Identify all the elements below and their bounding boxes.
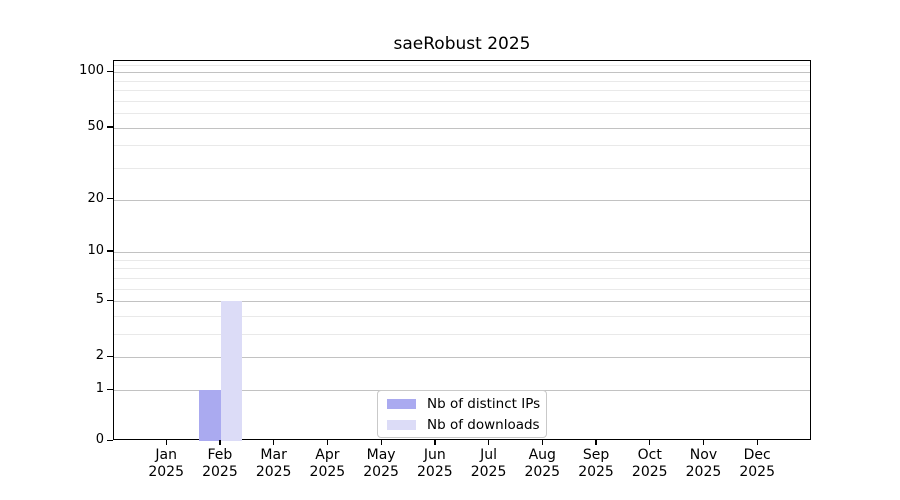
x-tick-mark: [756, 440, 758, 445]
y-tick-mark: [107, 198, 113, 200]
legend-swatch-distinct-ips: [387, 398, 416, 409]
x-tick-label: Aug 2025: [524, 447, 561, 480]
y-tick-label: 0: [95, 432, 104, 447]
gridline-major: [114, 357, 810, 359]
x-tick-label: Dec 2025: [739, 447, 775, 480]
x-tick-mark: [165, 440, 167, 445]
x-tick-mark: [219, 440, 221, 445]
chart-title: saeRobust 2025: [393, 34, 531, 54]
x-tick-label: May 2025: [363, 447, 399, 480]
x-tick-mark: [380, 440, 382, 445]
x-tick-label: Sep 2025: [578, 447, 614, 480]
gridline-minor: [114, 145, 810, 147]
gridline-minor: [114, 259, 810, 261]
x-tick-label: Apr 2025: [309, 447, 346, 480]
legend-swatch-downloads: [387, 419, 416, 430]
gridline-major: [114, 127, 810, 129]
gridline-minor: [114, 315, 810, 317]
y-tick-mark: [107, 355, 113, 357]
y-tick-mark: [107, 299, 113, 301]
gridline-minor: [114, 168, 810, 170]
gridline-minor: [114, 288, 810, 290]
y-tick-mark: [107, 439, 113, 441]
legend-label-distinct-ips: Nb of distinct IPs: [427, 395, 541, 412]
gridline-major: [114, 301, 810, 303]
x-tick-mark: [273, 440, 275, 445]
x-tick-label: Jun 2025: [417, 447, 453, 480]
y-tick-label: 5: [95, 292, 104, 308]
legend-label-downloads: Nb of downloads: [427, 416, 540, 433]
x-tick-label: Oct 2025: [631, 447, 668, 480]
y-tick-mark: [107, 388, 113, 390]
x-tick-mark: [649, 440, 651, 445]
gridline-major: [114, 251, 810, 253]
y-tick-label: 1: [95, 381, 104, 396]
y-tick-label: 2: [95, 348, 104, 364]
x-tick-label: Mar 2025: [255, 447, 292, 480]
legend-item-downloads: Nb of downloads: [387, 416, 540, 433]
legend: Nb of distinct IPs Nb of downloads: [377, 390, 547, 438]
y-tick-mark: [107, 70, 113, 73]
gridline-minor: [114, 101, 810, 103]
gridline-major: [114, 72, 810, 74]
x-tick-label: Jan 2025: [148, 447, 184, 480]
x-tick-mark: [434, 440, 436, 445]
y-tick-label: 10: [87, 242, 104, 258]
y-tick-label: 100: [79, 63, 104, 79]
x-tick-mark: [702, 440, 705, 445]
y-tick-label: 50: [87, 118, 104, 134]
gridline-minor: [114, 90, 810, 92]
y-tick-label: 20: [87, 190, 104, 206]
gridline-minor: [114, 64, 810, 66]
gridline-minor: [114, 113, 810, 115]
gridline-major: [114, 199, 810, 201]
y-tick-mark: [107, 126, 113, 128]
plot-area: [113, 60, 811, 441]
x-tick-label: Nov 2025: [685, 447, 722, 480]
gridline-minor: [114, 333, 810, 335]
legend-item-distinct-ips: Nb of distinct IPs: [387, 395, 541, 412]
gridline-minor: [114, 268, 810, 270]
x-tick-mark: [541, 440, 543, 445]
x-tick-mark: [595, 440, 597, 445]
gridline-minor: [114, 277, 810, 279]
x-tick-label: Jul 2025: [470, 447, 507, 480]
gridline-minor: [114, 80, 810, 82]
y-tick-mark: [107, 250, 113, 252]
x-tick-mark: [326, 440, 329, 445]
x-tick-label: Feb 2025: [202, 447, 238, 480]
bar-nb-of-distinct-ips: [199, 390, 221, 441]
bar-nb-of-downloads: [220, 301, 243, 441]
x-tick-mark: [487, 440, 490, 445]
